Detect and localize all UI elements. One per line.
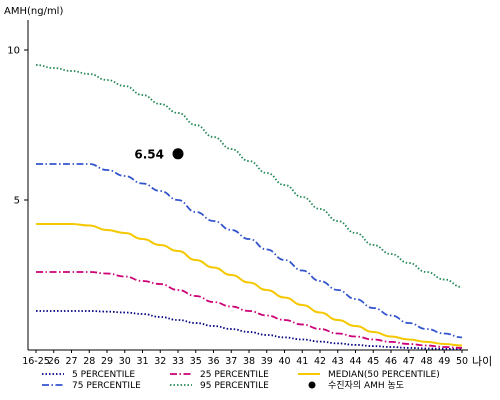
x-tick-label: 27 <box>65 356 77 367</box>
y-tick-label: 10 <box>7 46 20 57</box>
x-tick-label: 49 <box>438 356 450 367</box>
legend-label-75-percentile: 75 PERCENTILE <box>72 381 141 391</box>
series-line-median-50-percentile <box>36 223 463 347</box>
legend-label-median-50-percentile: MEDIAN(50 PERCENTILE) <box>328 370 440 380</box>
legend-label-25-percentile: 25 PERCENTILE <box>200 370 269 380</box>
patient-amh-value-label: 6.54 <box>134 147 164 161</box>
legend: 5 PERCENTILE 25 PERCENTILE MEDIAN(50 PERCE… <box>42 370 440 391</box>
legend-label-patient-amh: 수진자의 AMH 농도 <box>328 380 404 391</box>
series-line-75-percentile <box>36 163 463 339</box>
x-tick-label: 30 <box>119 356 131 367</box>
x-tick-label: 28 <box>83 356 95 367</box>
y-axis-label: AMH(ng/ml) <box>4 6 63 17</box>
x-tick-label: 32 <box>154 356 166 367</box>
x-tick-label: 31 <box>136 356 148 367</box>
y-tick-label: 5 <box>14 196 20 207</box>
x-axis-label: 나이 <box>472 355 492 368</box>
x-tick-label: 46 <box>385 356 397 367</box>
x-tick-label: 45 <box>367 356 379 367</box>
series-line-95-percentile <box>35 64 463 288</box>
x-tick-label: 50 <box>456 356 468 367</box>
legend-swatch-patient-amh <box>308 381 316 389</box>
x-tick-label: 29 <box>101 356 113 367</box>
x-tick-label: 48 <box>420 356 432 367</box>
x-tick-label: 26 <box>48 356 60 367</box>
x-tick-label: 36 <box>207 356 219 367</box>
x-tick-label: 33 <box>172 356 184 367</box>
annotations: 6.54 <box>134 147 184 161</box>
x-tick-label: 43 <box>332 356 344 367</box>
x-tick-label: 39 <box>261 356 273 367</box>
x-tick-label: 40 <box>278 356 290 367</box>
series-lines <box>35 64 463 350</box>
x-tick-label: 47 <box>403 356 415 367</box>
x-tick-label: 38 <box>243 356 255 367</box>
legend-label-5-percentile: 5 PERCENTILE <box>72 370 135 380</box>
series-line-5-percentile <box>36 310 463 350</box>
series-line-25-percentile <box>36 271 463 349</box>
legend-label-95-percentile: 95 PERCENTILE <box>200 381 269 391</box>
x-tick-label: 41 <box>296 356 308 367</box>
patient-amh-point <box>172 148 184 160</box>
x-tick-label: 44 <box>349 356 361 367</box>
x-tick-label: 42 <box>314 356 326 367</box>
x-tick-label: 37 <box>225 356 237 367</box>
x-tick-label: 35 <box>190 356 202 367</box>
x-tick-label: 16-25 <box>22 356 50 367</box>
